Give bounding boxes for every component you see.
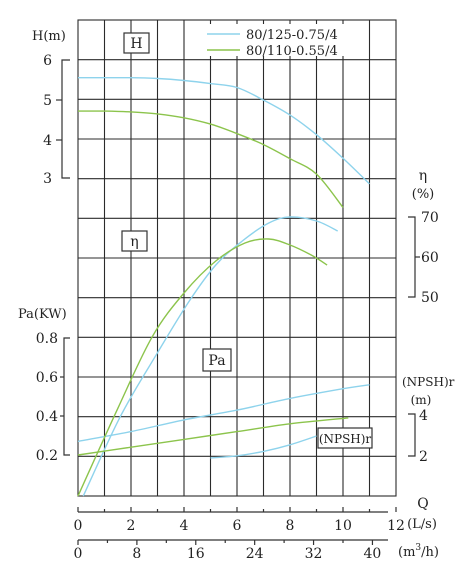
chart-curves [77, 76, 370, 497]
power-axis-title: Pa(KW) [18, 307, 67, 322]
head-panel-label: H [123, 32, 150, 54]
power-panel-label: Pa [202, 348, 232, 372]
curve-head-series-1 [77, 76, 370, 185]
curve-efficiency-series-1 [82, 216, 339, 497]
x-axis-ls-tick-label: 10 [334, 518, 352, 534]
x-axis-ls-tick-label: 6 [233, 518, 242, 534]
x-axis-unit-m3h: (m3/h) [398, 543, 439, 560]
x-axis-unit-ls: (L/s) [407, 517, 437, 532]
power-panel-label-text: Pa [208, 353, 225, 369]
efficiency-axis-ticks: 70 60 50 [415, 210, 439, 306]
x-axis-title: Q [417, 496, 428, 512]
x-axis-ls-tick-label: 4 [180, 518, 189, 534]
x-axis-m3h-tick-label: 8 [132, 546, 141, 562]
head-axis-bracket [61, 59, 70, 179]
x-axis-ls-tick-label: 8 [286, 518, 295, 534]
npsh-panel-label: (NPSH)r [317, 427, 373, 449]
curve-efficiency-series-2 [77, 238, 328, 497]
efficiency-tick-60: 60 [421, 250, 439, 266]
npsh-panel-label-text: (NPSH)r [319, 432, 372, 446]
curve-head-series-2 [77, 110, 344, 208]
power-axis-ticks: 0.8 0.6 0.4 0.2 [36, 331, 64, 464]
efficiency-axis-bracket [408, 216, 416, 298]
efficiency-axis-title: η [419, 168, 427, 184]
head-tick-4: 4 [43, 133, 52, 149]
x-axis-m3h-tick-label: 32 [305, 546, 323, 562]
x-axis-ls: 0 2 4 6 8 10 12 [74, 507, 405, 534]
curve-npsh-series-1 [210, 435, 317, 459]
efficiency-tick-70: 70 [421, 210, 439, 226]
npsh-tick-4: 4 [419, 408, 428, 424]
efficiency-panel-label-text: η [130, 234, 138, 250]
power-tick-0.8: 0.8 [36, 331, 58, 347]
npsh-axis-bracket [408, 413, 416, 457]
curve-power-series-2 [77, 417, 349, 456]
power-tick-0.6: 0.6 [36, 370, 58, 386]
efficiency-axis-unit: (%) [412, 187, 435, 202]
efficiency-tick-50: 50 [421, 290, 439, 306]
npsh-axis-title: (NPSH)r [402, 375, 455, 389]
x-axis-ls-tick-label: 0 [74, 518, 83, 534]
efficiency-panel-label: η [121, 230, 148, 252]
legend: 80/125-0.75/4 80/110-0.55/4 [203, 24, 365, 59]
head-axis-ticks: 6 5 4 3 [43, 53, 62, 187]
power-tick-0.4: 0.4 [36, 409, 58, 425]
head-tick-5: 5 [43, 93, 52, 109]
x-axis-ls-tick-label: 2 [127, 518, 136, 534]
power-tick-0.2: 0.2 [36, 448, 58, 464]
legend-label-1: 80/125-0.75/4 [246, 28, 338, 43]
npsh-axis-ticks: 4 2 [419, 408, 428, 465]
head-axis-title: H(m) [32, 29, 66, 44]
power-axis-bracket [63, 337, 70, 456]
chart-grid [77, 19, 397, 497]
head-tick-6: 6 [43, 53, 52, 69]
legend-label-2: 80/110-0.55/4 [246, 44, 338, 59]
x-axis-m3h-tick-label: 24 [246, 546, 264, 562]
curve-power-series-1 [77, 384, 370, 443]
npsh-axis-unit: (m) [411, 393, 432, 407]
x-axis-m3h-tick-label: 0 [74, 546, 83, 562]
x-axis-m3h-tick-label: 40 [364, 546, 382, 562]
head-tick-3: 3 [43, 171, 52, 187]
x-axis-ls-tick-label: 12 [387, 518, 405, 534]
x-axis-m3h-tick-label: 16 [187, 546, 205, 562]
head-panel-label-text: H [130, 36, 142, 52]
npsh-tick-2: 2 [419, 449, 428, 465]
x-axis-m3h: 0 8 16 24 32 40 [74, 539, 388, 562]
